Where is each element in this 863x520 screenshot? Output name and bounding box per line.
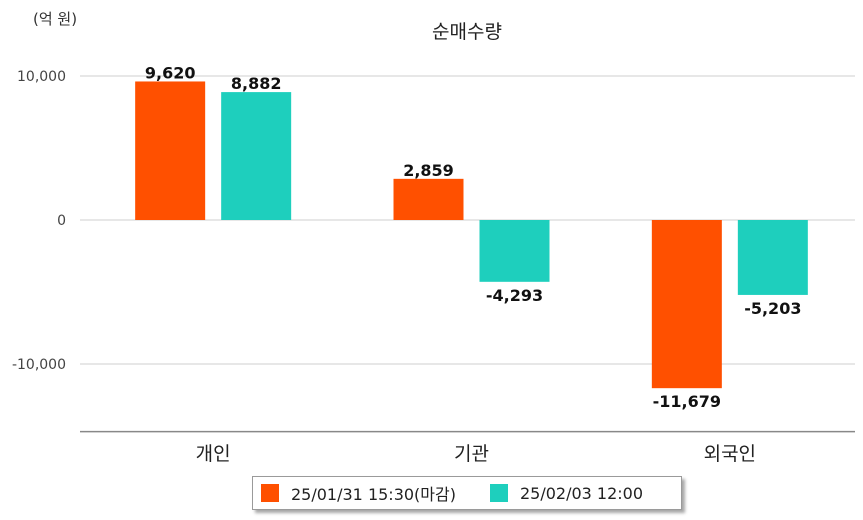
y-tick-label: 0 bbox=[57, 213, 66, 229]
bar bbox=[479, 220, 550, 282]
legend-label: 25/01/31 15:30(마감) bbox=[291, 485, 456, 504]
grid-lines bbox=[80, 75, 855, 365]
data-label: 8,882 bbox=[231, 74, 282, 93]
data-label: -11,679 bbox=[653, 392, 721, 411]
data-label: 2,859 bbox=[403, 161, 454, 180]
y-tick-label: 10,000 bbox=[17, 69, 66, 85]
bar bbox=[135, 81, 206, 220]
chart-title: 순매수량 bbox=[432, 21, 502, 43]
y-axis: 10,000 0 -10,000 bbox=[12, 69, 855, 433]
x-axis: 개인 기관 외국인 bbox=[196, 443, 756, 465]
data-label: -4,293 bbox=[486, 286, 543, 305]
bar bbox=[393, 178, 464, 220]
x-tick-label: 외국인 bbox=[704, 443, 756, 465]
unit-label: (억 원) bbox=[33, 10, 77, 28]
bar bbox=[651, 220, 722, 389]
legend-swatch bbox=[261, 484, 279, 502]
y-tick-label: -10,000 bbox=[12, 357, 66, 373]
legend-item-series-1[interactable]: 25/01/31 15:30(마감) bbox=[261, 481, 456, 505]
bars bbox=[135, 81, 808, 389]
data-label: -5,203 bbox=[744, 299, 801, 318]
x-tick-label: 개인 bbox=[196, 443, 231, 465]
legend-item-series-2[interactable]: 25/02/03 12:00 bbox=[489, 483, 644, 503]
legend-label: 25/02/03 12:00 bbox=[519, 483, 644, 503]
bar bbox=[221, 92, 292, 220]
data-labels: 9,620 8,882 2,859 -4,293 -11,679 -5,203 bbox=[145, 63, 802, 411]
x-tick-label: 기관 bbox=[454, 443, 489, 465]
legend: 25/01/31 15:30(마감) 25/02/03 12:00 bbox=[252, 476, 682, 510]
legend-swatch bbox=[489, 484, 508, 502]
data-label: 9,620 bbox=[145, 63, 196, 82]
bar bbox=[737, 220, 808, 295]
